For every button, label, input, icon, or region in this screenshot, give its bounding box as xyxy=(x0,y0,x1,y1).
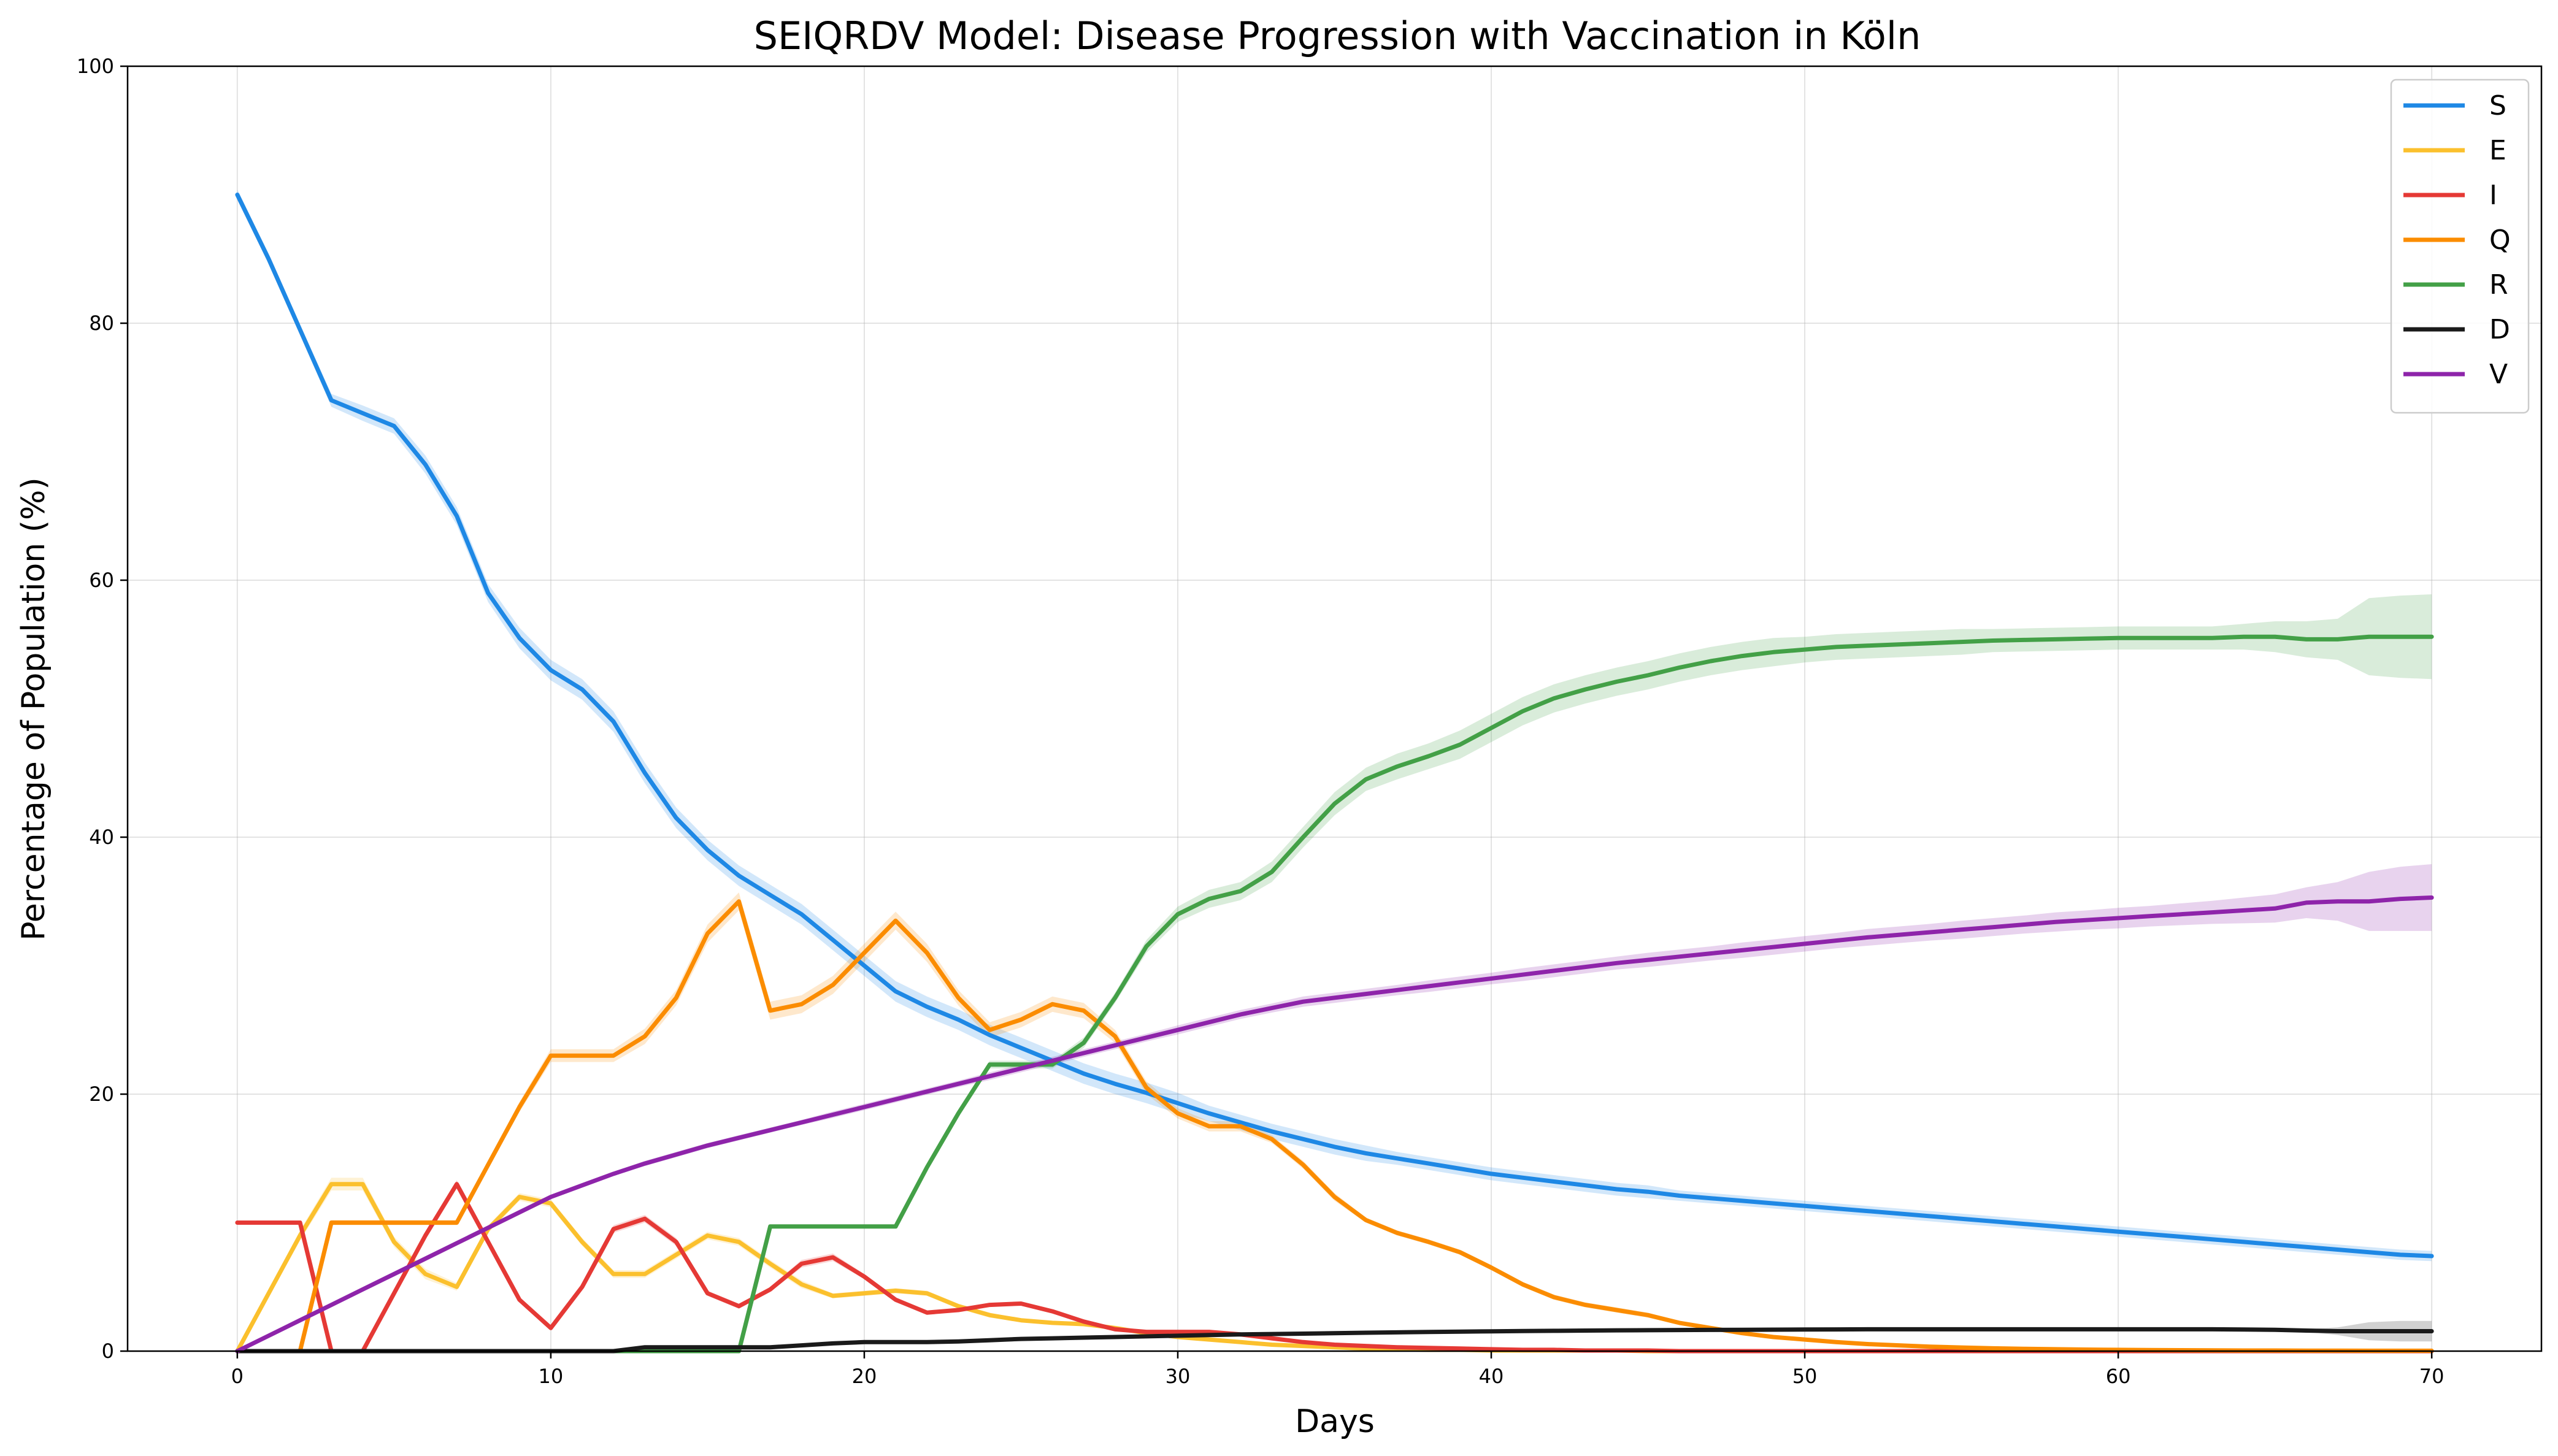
series-line-e xyxy=(235,1182,2434,1354)
series-lines xyxy=(235,193,2434,1354)
legend-label-d: D xyxy=(2489,314,2510,345)
legend-label-i: I xyxy=(2489,180,2497,211)
x-tick-label: 70 xyxy=(2419,1365,2445,1388)
band-e xyxy=(237,1178,2432,1351)
y-axis-label: Percentage of Population (%) xyxy=(15,477,52,940)
series-line-q xyxy=(235,899,2434,1354)
x-axis-ticks: 0 10 20 30 40 50 60 70 xyxy=(231,1351,2445,1388)
plot-frame xyxy=(126,65,2543,1352)
y-tick-label: 20 xyxy=(89,1082,114,1106)
series-line-v xyxy=(235,895,2434,1354)
x-tick-label: 50 xyxy=(1792,1365,1818,1388)
band-i xyxy=(237,1180,2432,1351)
y-tick-label: 60 xyxy=(89,569,114,592)
y-tick-label: 40 xyxy=(89,826,114,849)
y-tick-label: 100 xyxy=(77,55,114,78)
band-v xyxy=(237,864,2432,1351)
series-line-s xyxy=(235,193,2434,1259)
x-tick-label: 60 xyxy=(2106,1365,2131,1388)
x-tick-label: 0 xyxy=(231,1365,244,1388)
x-axis-label: Days xyxy=(1295,1403,1375,1440)
y-tick-label: 0 xyxy=(102,1339,114,1363)
legend-label-v: V xyxy=(2489,359,2508,390)
band-s xyxy=(237,190,2432,1262)
chart-title: SEIQRDV Model: Disease Progression with … xyxy=(754,13,1921,58)
x-tick-label: 10 xyxy=(539,1365,564,1388)
series-line-i xyxy=(235,1182,2434,1354)
band-r xyxy=(237,594,2432,1351)
legend-label-q: Q xyxy=(2489,224,2511,256)
confidence-bands xyxy=(237,190,2432,1351)
y-tick-label: 80 xyxy=(89,312,114,335)
band-q xyxy=(237,892,2432,1351)
legend-label-e: E xyxy=(2489,135,2506,166)
x-tick-label: 30 xyxy=(1166,1365,1191,1388)
legend: SEIQRDV xyxy=(2390,79,2530,414)
x-tick-label: 40 xyxy=(1479,1365,1504,1388)
legend-label-r: R xyxy=(2489,269,2508,301)
x-tick-label: 20 xyxy=(852,1365,877,1388)
y-axis-ticks: 0 20 40 60 80 100 xyxy=(77,55,128,1363)
legend-label-s: S xyxy=(2489,90,2506,121)
